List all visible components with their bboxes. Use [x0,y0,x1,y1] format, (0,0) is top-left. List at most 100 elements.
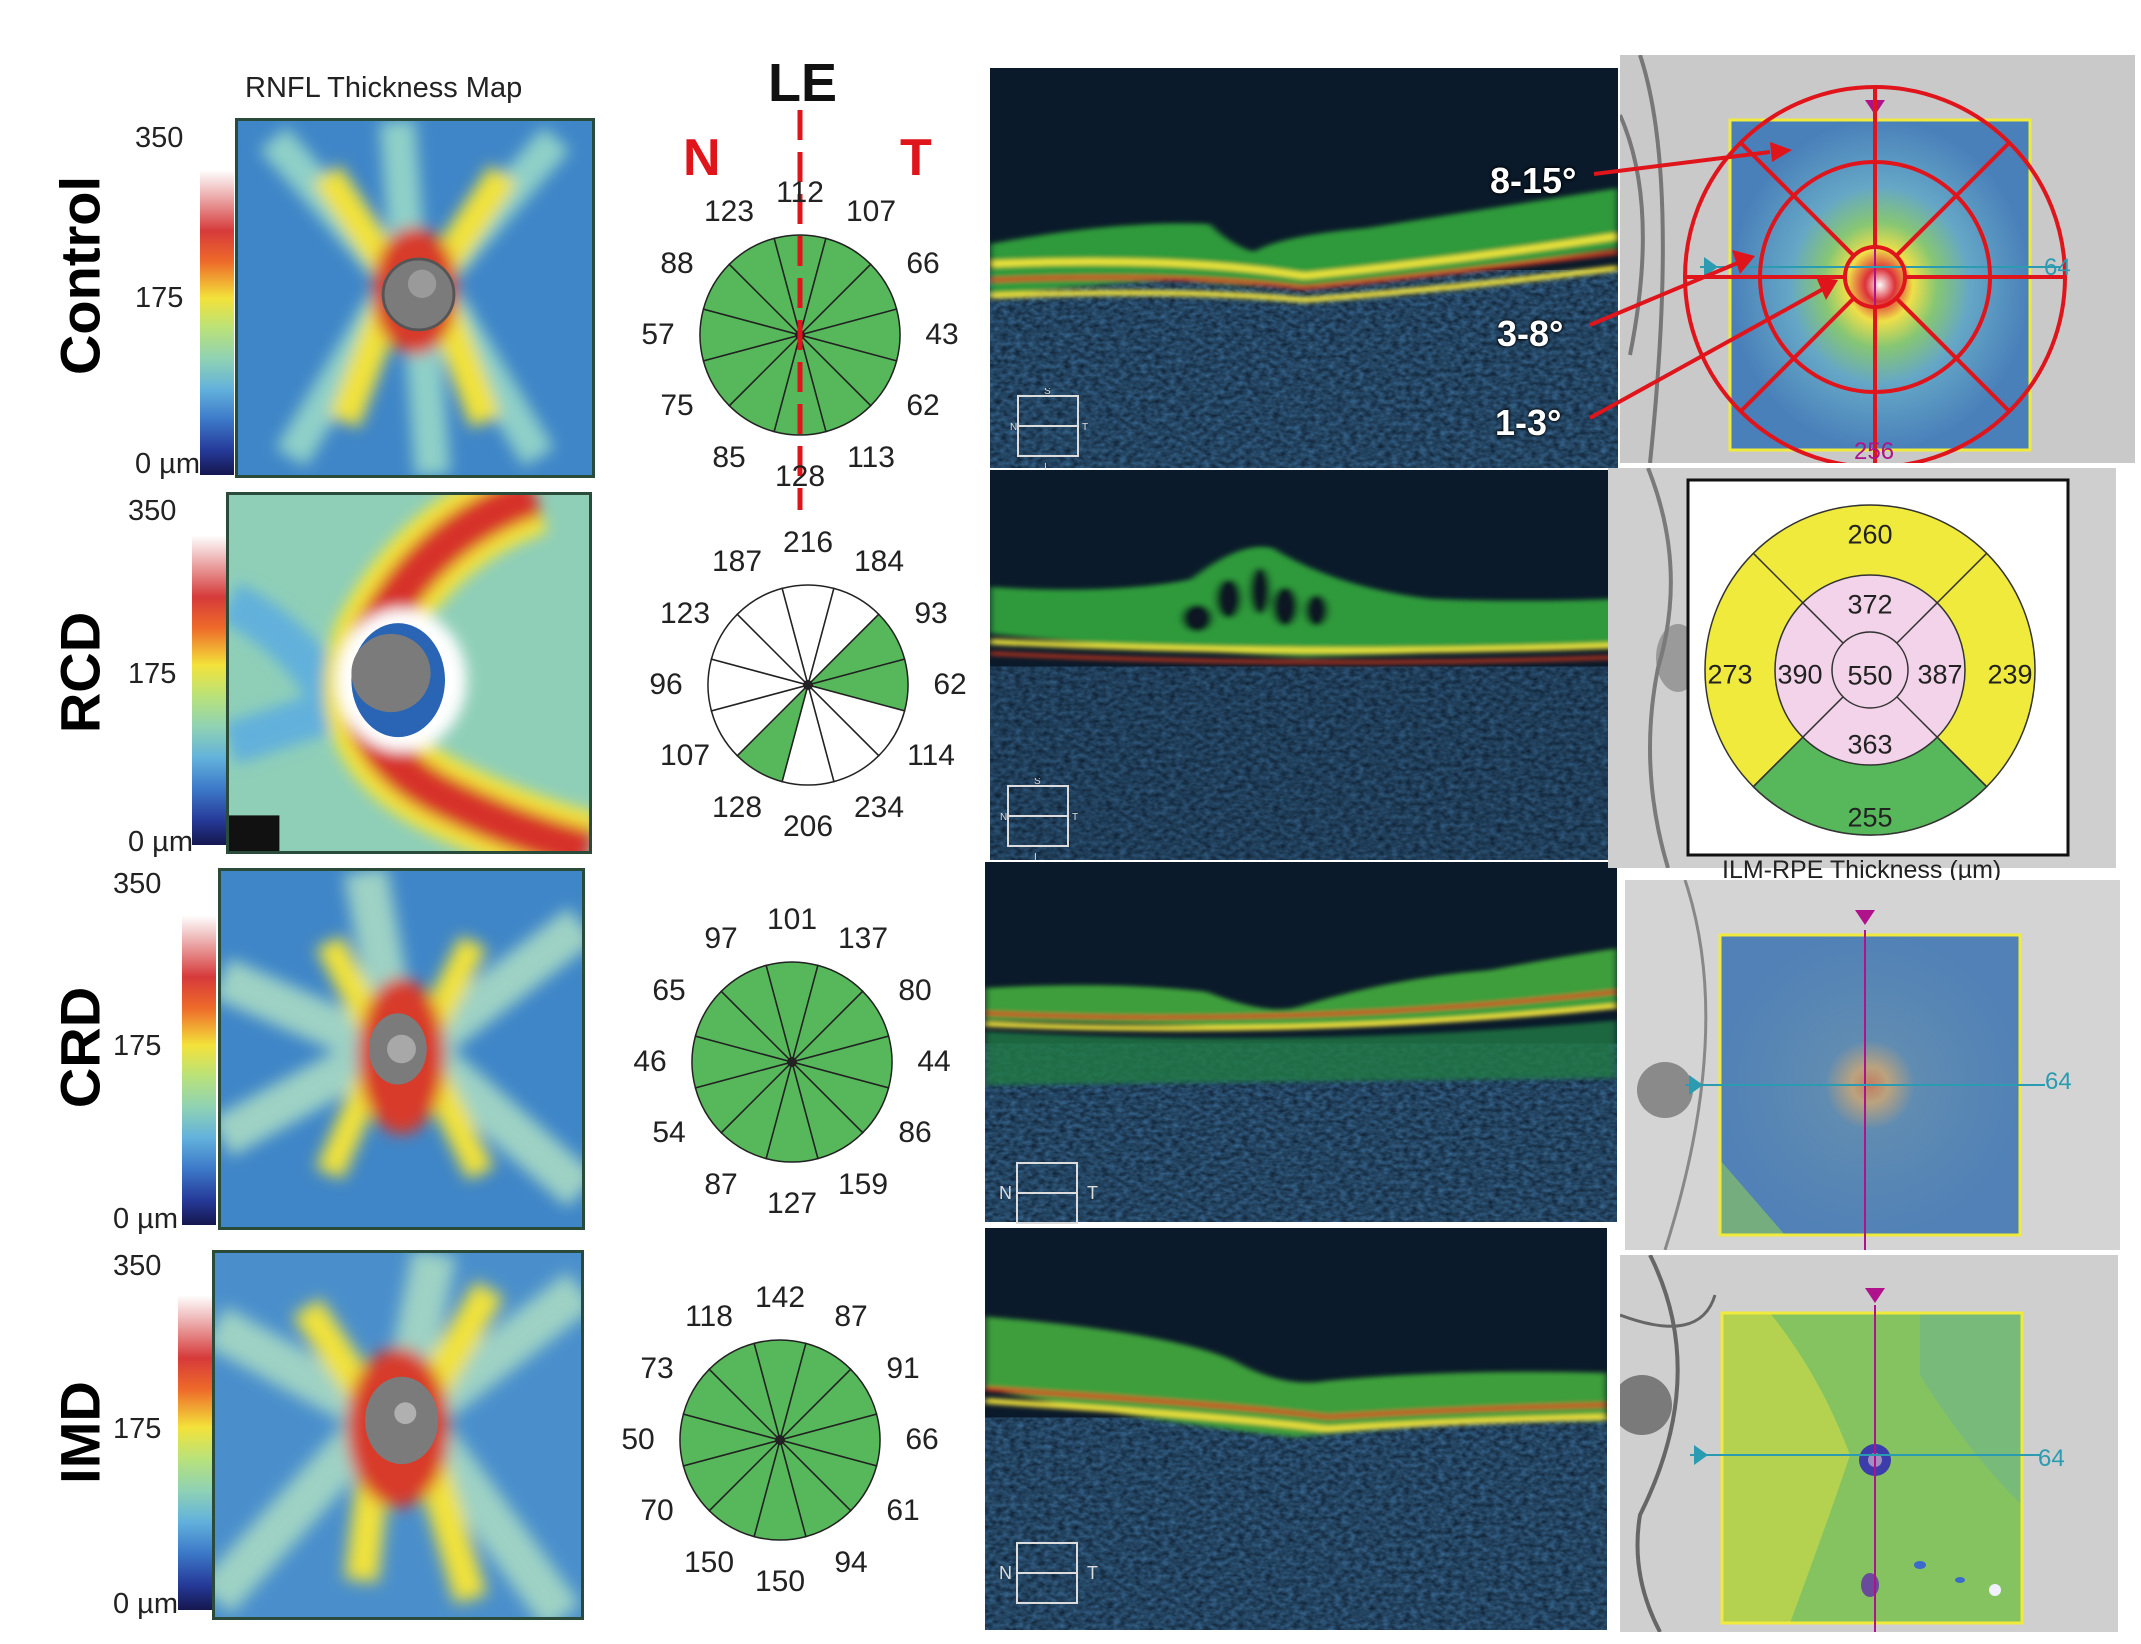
sector-value: 96 [649,668,683,701]
sector-value: 128 [774,460,826,493]
scale-max: 350 [113,1250,162,1282]
fundus-axis-right: 64 [2045,1068,2072,1095]
sector-value: 113 [847,441,895,474]
ilm-inner-left: 390 [1777,659,1823,690]
scale-min: 0 µm [113,1588,179,1620]
sector-value: 46 [633,1045,667,1078]
rnfl-map-imd [212,1250,584,1620]
sector-value: 112 [776,176,824,209]
ilm-outer-top: 260 [1847,519,1893,550]
ilm-outer-left: 273 [1707,659,1753,690]
scale-mid: 175 [128,658,177,690]
fundus-thickness-map-imd [1620,1255,2118,1632]
row-label-rcd: RCD [48,611,112,734]
ilm-outer-bottom: 255 [1847,802,1893,833]
ilm-inner-right: 387 [1917,659,1963,690]
rnfl-map-control [235,118,595,478]
svg-text:I: I [1034,852,1037,863]
oct-orientation-box: N T S I [1000,778,1078,863]
pie-sector [720,964,794,1065]
annotation-middle-ring: 3-8° [1497,313,1564,354]
sector-value: 101 [766,903,818,936]
svg-text:T: T [1087,1183,1098,1203]
pie-sector [728,237,802,338]
sector-value: 216 [782,526,834,559]
sector-value: 80 [898,974,932,1007]
scale-max: 350 [113,868,162,900]
color-scale-bar [182,915,216,1225]
annotation-outer-ring: 8-15° [1490,160,1577,201]
scale-min: 0 µm [113,1203,179,1235]
ilm-outer-right: 239 [1987,659,2033,690]
svg-text:S: S [1034,778,1041,787]
oct-orientation-box: N T [999,1542,1098,1604]
fundus-thickness-map-control [1620,55,2135,463]
sector-value: 66 [906,247,940,280]
sector-value: 62 [933,668,967,701]
fundus-axis-right: 64 [2044,254,2071,281]
sector-value: 73 [640,1352,674,1385]
svg-text:T: T [1082,422,1088,433]
svg-text:T: T [1087,1563,1098,1583]
sector-value: 206 [782,810,834,843]
sector-value: 118 [685,1300,733,1333]
fundus-thickness-map-crd [1625,880,2120,1250]
sector-value: 127 [766,1187,818,1220]
svg-text:N: N [999,1563,1012,1583]
sector-pie-rcd [707,584,909,786]
rnfl-map-title: RNFL Thickness Map [245,72,523,104]
sector-value: 150 [754,1565,806,1598]
row-label-imd: IMD [48,1381,112,1484]
sector-pie-crd [691,961,893,1163]
sector-value: 184 [853,545,905,578]
sector-value: 62 [906,389,940,422]
sector-value: 159 [837,1168,889,1201]
sector-value: 97 [704,922,738,955]
rnfl-map-rcd [226,492,592,854]
le-dashed-line [797,110,803,510]
sector-value: 234 [853,791,905,824]
oct-orientation-box: N T S I [1010,388,1088,473]
scale-mid: 175 [113,1413,162,1445]
annotation-arrows [1589,142,1838,420]
sector-value: 91 [886,1352,920,1385]
scale-mid: 175 [113,1030,162,1062]
pie-center-dot [775,1435,785,1445]
row-label-crd: CRD [48,986,112,1109]
fundus-axis-right: 64 [2038,1445,2065,1472]
pie-sector [736,587,810,688]
oct-orientation-box: N T [999,1162,1098,1224]
sector-value: 88 [660,247,694,280]
color-scale-bar [192,535,226,845]
sector-value: 128 [711,791,763,824]
sector-value: 54 [652,1116,686,1149]
sector-value: 75 [660,389,694,422]
svg-text:N: N [999,1183,1012,1203]
scale-min: 0 µm [128,826,194,858]
ilm-inner-top: 372 [1847,589,1893,620]
oct-scan-rcd [990,470,1618,860]
sector-value: 107 [659,739,711,772]
ilm-center: 550 [1847,660,1893,691]
sector-pie-imd [679,1339,881,1541]
oct-scan-control [990,68,1618,468]
sector-value: 57 [641,318,675,351]
sector-value: 137 [837,922,889,955]
ilm-rpe-zone-chart [1704,504,2036,836]
sector-value: 87 [704,1168,738,1201]
svg-text:N: N [1010,422,1017,433]
rnfl-map-crd [218,868,585,1230]
sector-value: 85 [712,441,746,474]
scale-max: 350 [128,495,177,527]
fundus-axis-bottom: 256 [1854,438,1895,465]
sector-value: 107 [845,195,897,228]
row-label-control: Control [48,175,112,376]
oct-scan-imd [985,1228,1607,1630]
sector-value: 123 [703,195,755,228]
scale-min: 0 µm [135,448,201,480]
sector-value: 66 [905,1423,939,1456]
pie-center-dot [787,1057,797,1067]
scale-max: 350 [135,122,184,154]
sector-value: 93 [914,597,948,630]
nasal-label: N [683,129,721,187]
